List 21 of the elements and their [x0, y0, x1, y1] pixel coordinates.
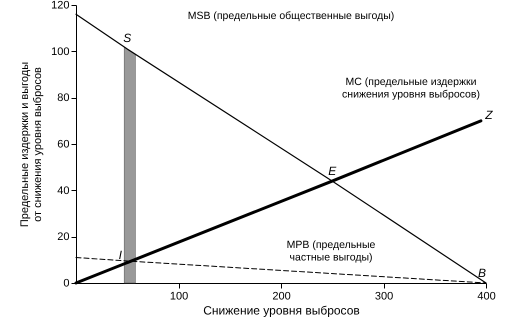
annotation: S — [123, 31, 132, 46]
annotation: MC (предельные издержки снижения уровня выбросов) — [342, 76, 480, 100]
annotation: E — [328, 164, 338, 178]
annotation: B — [478, 266, 486, 280]
annotation: Z — [484, 108, 494, 122]
y-tick-label: 40 — [57, 184, 70, 197]
y-tick-label: 0 — [63, 278, 70, 290]
annotation: MPB (предельные частные выгоды) — [286, 239, 376, 264]
y-tick-label: 120 — [51, 0, 70, 12]
x-tick-label: 400 — [477, 290, 496, 302]
annotation: I — [118, 248, 123, 262]
x-axis-title: Снижение уровня выбросов — [203, 304, 360, 318]
x-tick-label: 100 — [170, 290, 188, 302]
y-tick-label: 80 — [57, 92, 70, 104]
annotation: MSB (предельные общественные выгоды) — [188, 10, 394, 22]
x-tick-label: 200 — [272, 290, 291, 302]
x-tick-label: 300 — [374, 290, 394, 302]
y-tick-label: 100 — [51, 46, 70, 58]
y-tick-label: 60 — [57, 138, 70, 150]
y-tick-label: 20 — [57, 231, 70, 244]
y-axis-title: Предельные издержки и выгоды от снижения уровня выбросов — [19, 62, 44, 228]
